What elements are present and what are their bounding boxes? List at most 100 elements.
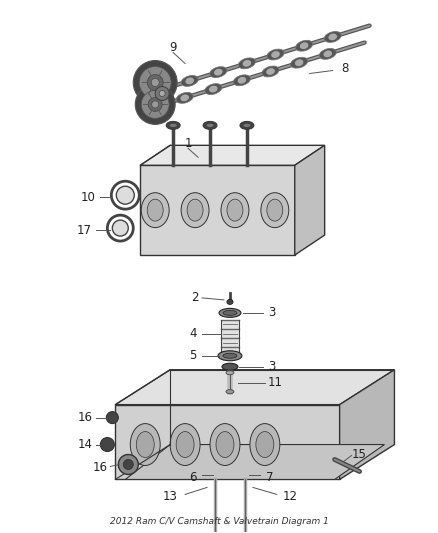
Ellipse shape xyxy=(296,41,313,51)
Ellipse shape xyxy=(130,424,160,465)
Ellipse shape xyxy=(180,95,189,100)
Circle shape xyxy=(147,75,163,91)
Ellipse shape xyxy=(300,43,308,49)
Ellipse shape xyxy=(271,52,280,57)
Circle shape xyxy=(141,91,169,118)
Polygon shape xyxy=(115,405,339,480)
Ellipse shape xyxy=(243,123,251,127)
Polygon shape xyxy=(115,370,395,405)
Ellipse shape xyxy=(147,199,163,221)
Text: 7: 7 xyxy=(266,471,274,484)
Ellipse shape xyxy=(181,193,209,228)
Ellipse shape xyxy=(238,58,255,69)
Ellipse shape xyxy=(203,122,217,130)
Ellipse shape xyxy=(221,193,249,228)
Text: 2: 2 xyxy=(191,292,199,304)
Ellipse shape xyxy=(242,59,252,67)
Ellipse shape xyxy=(295,60,304,65)
Circle shape xyxy=(106,411,118,424)
Ellipse shape xyxy=(214,70,223,75)
Ellipse shape xyxy=(218,351,242,361)
Ellipse shape xyxy=(233,75,251,86)
Ellipse shape xyxy=(267,49,284,60)
Ellipse shape xyxy=(238,78,246,83)
Text: 4: 4 xyxy=(189,327,197,341)
Text: 14: 14 xyxy=(78,438,93,451)
Ellipse shape xyxy=(205,84,222,94)
Polygon shape xyxy=(125,445,385,480)
Polygon shape xyxy=(295,146,325,255)
Ellipse shape xyxy=(213,68,223,76)
Ellipse shape xyxy=(237,76,247,84)
Ellipse shape xyxy=(226,390,234,394)
Text: 13: 13 xyxy=(163,490,177,503)
Ellipse shape xyxy=(112,220,128,236)
Circle shape xyxy=(139,67,171,99)
Ellipse shape xyxy=(324,51,332,56)
Text: 16: 16 xyxy=(93,461,108,474)
Ellipse shape xyxy=(210,67,227,77)
Ellipse shape xyxy=(187,199,203,221)
Ellipse shape xyxy=(136,432,154,457)
Ellipse shape xyxy=(267,199,283,221)
Ellipse shape xyxy=(216,432,234,457)
Ellipse shape xyxy=(262,66,279,77)
Ellipse shape xyxy=(299,42,309,50)
Bar xyxy=(221,320,239,352)
Ellipse shape xyxy=(250,424,280,465)
Ellipse shape xyxy=(170,424,200,465)
Circle shape xyxy=(151,78,159,86)
Circle shape xyxy=(159,91,165,96)
Text: 6: 6 xyxy=(189,471,197,484)
Ellipse shape xyxy=(141,193,169,228)
Ellipse shape xyxy=(324,31,341,42)
Ellipse shape xyxy=(206,123,214,127)
Text: 15: 15 xyxy=(352,448,367,461)
Ellipse shape xyxy=(319,49,336,59)
Text: 5: 5 xyxy=(189,349,197,362)
Ellipse shape xyxy=(328,33,338,41)
Ellipse shape xyxy=(185,78,194,84)
Circle shape xyxy=(152,101,159,108)
Ellipse shape xyxy=(227,199,243,221)
Text: 2012 Ram C/V Camshaft & Valvetrain Diagram 1: 2012 Ram C/V Camshaft & Valvetrain Diagr… xyxy=(110,517,328,526)
Ellipse shape xyxy=(222,364,238,370)
Ellipse shape xyxy=(226,371,234,375)
Ellipse shape xyxy=(271,51,280,59)
Ellipse shape xyxy=(256,432,274,457)
Circle shape xyxy=(155,86,169,100)
Text: 3: 3 xyxy=(268,360,276,373)
Ellipse shape xyxy=(261,193,289,228)
Text: 12: 12 xyxy=(282,490,297,503)
Ellipse shape xyxy=(210,424,240,465)
Ellipse shape xyxy=(240,122,254,130)
Ellipse shape xyxy=(266,69,275,74)
Ellipse shape xyxy=(169,123,177,127)
Ellipse shape xyxy=(328,35,337,39)
Text: 10: 10 xyxy=(81,191,96,204)
Ellipse shape xyxy=(227,300,233,304)
Ellipse shape xyxy=(208,85,218,93)
Text: 8: 8 xyxy=(341,62,348,75)
Text: 16: 16 xyxy=(78,411,93,424)
Ellipse shape xyxy=(291,57,307,68)
Ellipse shape xyxy=(223,310,237,316)
Ellipse shape xyxy=(176,432,194,457)
Text: 1: 1 xyxy=(184,137,192,150)
Circle shape xyxy=(148,98,162,111)
Ellipse shape xyxy=(243,61,251,66)
Circle shape xyxy=(135,84,175,124)
Ellipse shape xyxy=(180,94,190,102)
Ellipse shape xyxy=(185,77,194,85)
Text: 17: 17 xyxy=(77,224,92,237)
Circle shape xyxy=(100,438,114,451)
Text: 9: 9 xyxy=(170,41,177,54)
Ellipse shape xyxy=(223,353,237,358)
Ellipse shape xyxy=(219,309,241,317)
Circle shape xyxy=(118,455,138,474)
Text: 3: 3 xyxy=(268,306,276,319)
Ellipse shape xyxy=(209,86,218,92)
Text: 11: 11 xyxy=(267,376,283,389)
Polygon shape xyxy=(339,370,395,480)
Ellipse shape xyxy=(181,76,198,86)
